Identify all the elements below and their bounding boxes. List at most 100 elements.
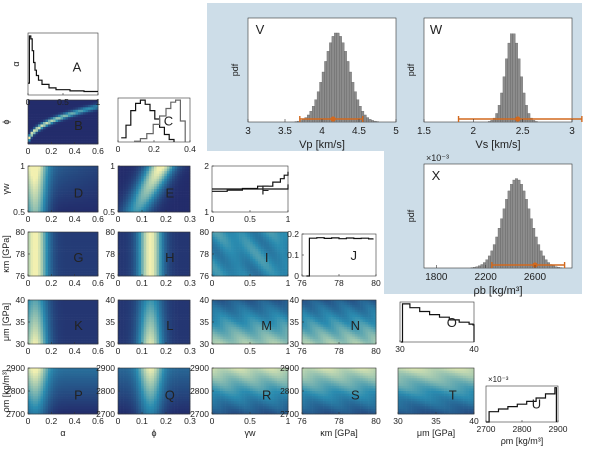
heatmap-cell (128, 309, 132, 313)
heatmap-cell (63, 317, 66, 320)
heatmap-cell (68, 181, 71, 185)
heatmap-cell (250, 239, 254, 243)
heatmap-cell (212, 312, 216, 315)
heatmap-cell (187, 209, 191, 213)
heatmap-cell (277, 271, 281, 274)
heatmap-cell (143, 251, 147, 255)
heatmap-cell (123, 176, 127, 180)
heatmap-cell (125, 171, 129, 174)
heatmap-cell (274, 341, 278, 345)
heatmap-cell (274, 312, 278, 315)
heatmap-cell (141, 232, 145, 235)
heatmap-cell (75, 300, 79, 303)
heatmap-cell (252, 336, 256, 340)
heatmap-cell (35, 189, 39, 192)
heatmap-cell (55, 309, 59, 313)
heatmap-cell (130, 329, 134, 333)
heatmap-cell (90, 114, 94, 118)
heatmap-cell (177, 302, 181, 306)
heatmap-cell (339, 322, 342, 325)
heatmap-cell (161, 339, 165, 342)
heatmap-cell (174, 304, 178, 308)
heatmap-cell (48, 206, 51, 210)
heatmap-cell (247, 331, 251, 335)
heatmap-cell (90, 173, 94, 177)
heatmap-cell (125, 249, 129, 252)
heatmap-cell (75, 234, 79, 238)
heatmap-cell (346, 300, 350, 303)
heatmap-cell (58, 131, 61, 135)
heatmap-cell (128, 256, 132, 260)
heatmap-cell (55, 236, 59, 240)
heatmap-cell (346, 314, 350, 318)
heatmap-cell (282, 304, 286, 308)
heatmap-cell (60, 112, 64, 115)
heatmap-cell (93, 271, 96, 274)
heatmap-cell (50, 341, 54, 345)
heatmap-cell (172, 329, 175, 333)
heatmap-cell (38, 236, 41, 240)
heatmap-cell (58, 266, 61, 269)
heatmap-cell (80, 109, 84, 113)
heatmap-cell (83, 124, 86, 128)
heatmap-cell (50, 189, 54, 192)
heatmap-cell (35, 249, 39, 252)
heatmap-cell (53, 258, 56, 262)
heatmap-cell (146, 336, 150, 340)
heatmap-cell (182, 268, 186, 272)
heatmap-cell (75, 256, 79, 260)
heatmap-cell (172, 186, 175, 190)
heatmap-cell (138, 307, 142, 311)
heatmap-cell (228, 256, 232, 260)
heatmap-cell (123, 268, 127, 272)
heatmap-cell (123, 271, 127, 274)
heatmap-cell (138, 178, 142, 182)
heatmap-cell (70, 102, 74, 106)
heatmap-cell (184, 307, 188, 311)
heatmap-cell (28, 119, 31, 123)
heatmap-cell (182, 234, 186, 238)
heatmap-cell (333, 339, 337, 342)
heatmap-cell (88, 173, 91, 177)
heatmap-cell (138, 246, 142, 250)
heatmap-cell (38, 309, 41, 313)
heatmap-cell (45, 232, 49, 235)
heatmap-cell (282, 319, 286, 323)
heatmap-cell (43, 256, 46, 260)
heatmap-cell (63, 239, 66, 243)
heatmap-cell (30, 326, 34, 330)
heatmap-cell (214, 317, 218, 320)
heatmap-cell (28, 336, 31, 340)
heatmap-cell (80, 201, 84, 205)
heatmap-cell (159, 268, 163, 272)
heatmap-cell (241, 273, 245, 277)
heatmap-cell (164, 261, 168, 265)
heatmap-cell (45, 183, 49, 187)
heatmap-cell (85, 112, 89, 115)
heatmap-cell (177, 236, 181, 240)
heatmap-cell (182, 201, 186, 205)
heatmap-cell (93, 186, 96, 190)
heatmap-cell (78, 241, 81, 245)
heatmap-cell (73, 256, 76, 260)
heatmap-cell (45, 329, 49, 333)
heatmap-cell (172, 341, 175, 345)
heatmap-cell (123, 261, 127, 265)
heatmap-cell (95, 309, 99, 313)
heatmap-cell (60, 324, 64, 328)
heatmap-cell (244, 263, 248, 267)
heatmap-cell (220, 302, 224, 306)
heatmap-cell (177, 254, 181, 257)
heatmap-cell (279, 317, 283, 320)
heatmap-cell (38, 206, 41, 210)
heatmap-cell (68, 102, 71, 106)
heatmap-cell (33, 171, 36, 174)
heatmap-cell (60, 136, 64, 140)
heatmap-cell (60, 271, 64, 274)
heatmap-cell (179, 199, 183, 203)
heatmap-cell (233, 319, 237, 323)
heatmap-cell (40, 324, 44, 328)
heatmap-cell (118, 209, 121, 213)
heatmap-cell (65, 266, 69, 269)
